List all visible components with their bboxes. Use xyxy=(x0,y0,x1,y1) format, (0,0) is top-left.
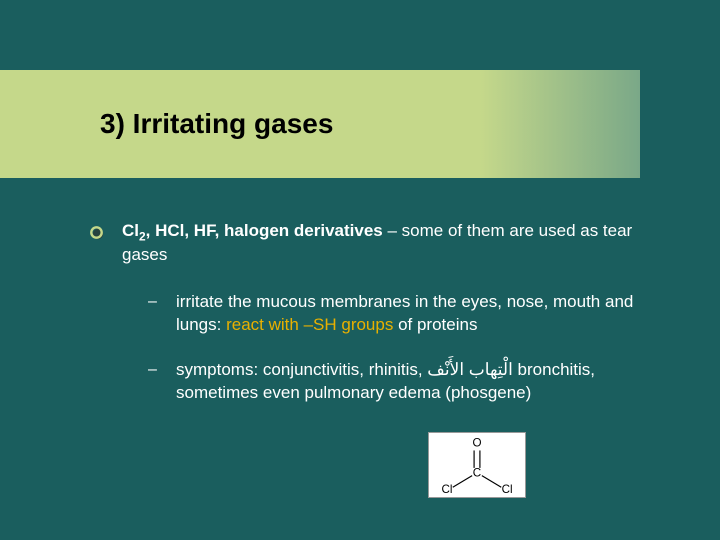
dash-bullet-icon: – xyxy=(148,291,162,313)
sub-bullet-2-text: symptoms: conjunctivitis, rhinitis, الْت… xyxy=(176,359,680,405)
sub2-arabic: الْتِهاب الأَنْف xyxy=(427,360,513,379)
disc-bullet-icon xyxy=(90,226,104,240)
title-band: 3) Irritating gases xyxy=(0,70,640,178)
atom-Cl-right: Cl xyxy=(502,483,513,496)
atom-O: O xyxy=(472,437,481,450)
chem-rest: , HCl, HF, halogen derivatives xyxy=(146,221,383,240)
chem-cl: Cl xyxy=(122,221,139,240)
bullet-level1: Cl2, HCl, HF, halogen derivatives – some… xyxy=(90,220,680,267)
bullet-level1-text: Cl2, HCl, HF, halogen derivatives – some… xyxy=(122,220,680,267)
dash-bullet-icon: – xyxy=(148,359,162,381)
sub-bullet-2: – symptoms: conjunctivitis, rhinitis, ال… xyxy=(148,359,680,405)
chem-cl-sub: 2 xyxy=(139,229,146,243)
atom-Cl-left: Cl xyxy=(441,483,452,496)
phosgene-structure: O C Cl Cl xyxy=(428,432,526,498)
sub-bullet-1-text: irritate the mucous membranes in the eye… xyxy=(176,291,680,337)
slide-title: 3) Irritating gases xyxy=(100,108,333,140)
sub-list: – irritate the mucous membranes in the e… xyxy=(148,291,680,405)
atom-C: C xyxy=(473,467,481,480)
content-area: Cl2, HCl, HF, halogen derivatives – some… xyxy=(90,220,680,427)
sub1-post: of proteins xyxy=(393,315,477,334)
sub-bullet-1: – irritate the mucous membranes in the e… xyxy=(148,291,680,337)
sub1-highlight: react with –SH groups xyxy=(226,315,393,334)
sub2-pre: symptoms: conjunctivitis, rhinitis, xyxy=(176,360,427,379)
